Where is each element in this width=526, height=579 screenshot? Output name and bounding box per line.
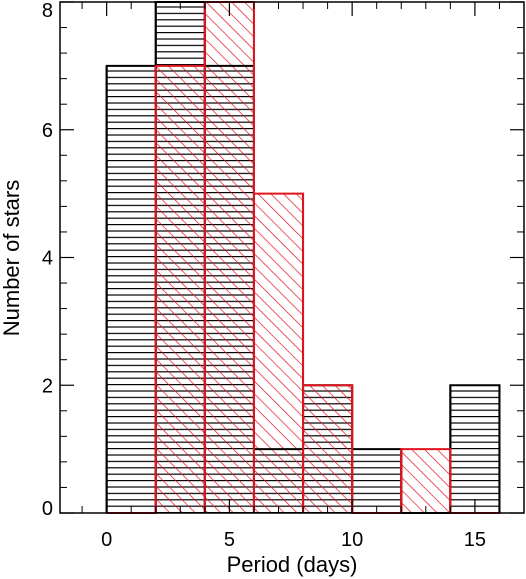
x-tick-label: 15 (464, 529, 486, 551)
histogram-bar-series1-bin8 (450, 385, 500, 513)
histogram-bar-series2-bin5 (303, 385, 353, 513)
x-tick-label: 0 (101, 529, 112, 551)
x-tick-label: 10 (341, 529, 363, 551)
y-axis-title: Number of stars (0, 180, 24, 337)
y-tick-label: 8 (42, 0, 53, 22)
y-tick-label: 2 (42, 375, 53, 397)
y-tick-label: 0 (42, 498, 53, 520)
histogram-bars (106, 2, 500, 513)
y-tick-label: 6 (42, 120, 53, 142)
axis-ticks: 0 5 10 15 0 2 4 6 8 (42, 0, 525, 551)
histogram-bar-series2-bin3 (204, 2, 254, 513)
histogram-bar-series2-bin2 (155, 65, 205, 513)
histogram-outline-series2 (106, 1, 500, 514)
histogram-outlines (105, 1, 501, 514)
histogram-bar-series2-bin7 (401, 449, 451, 513)
y-tick-label: 4 (42, 248, 53, 270)
x-axis-title: Period (days) (227, 552, 358, 577)
x-tick-label: 5 (224, 529, 235, 551)
histogram-bar-series1-bin1 (106, 65, 156, 513)
histogram-bar-series1-bin6 (352, 449, 402, 513)
histogram-bar-series2-bin4 (253, 193, 304, 513)
